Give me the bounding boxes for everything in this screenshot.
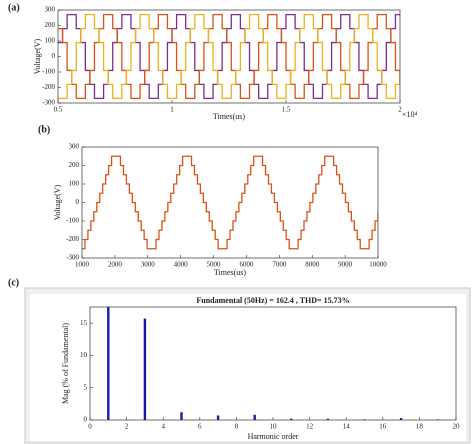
x-tick-label: 5000 (207, 261, 222, 269)
x-exponent: ×10⁴ (402, 110, 418, 119)
step-line (82, 155, 378, 250)
x-tick-label: 2000 (108, 261, 123, 269)
bar (253, 414, 256, 420)
y-tick-label: 5 (84, 383, 88, 391)
panel-label: (b) (38, 124, 50, 135)
x-tick-label: 0 (88, 423, 92, 431)
x-tick-label: 7000 (272, 261, 287, 269)
bar (107, 307, 110, 420)
y-tick-label: 0 (52, 52, 56, 60)
y-tick-label: -300 (66, 254, 79, 262)
x-tick-label: 1 (170, 106, 174, 114)
y-tick-label: 200 (69, 161, 80, 169)
x-tick-label: 4000 (174, 261, 189, 269)
x-tick-label: 3000 (141, 261, 156, 269)
y-axis-label: Mag (% of Fundamental) (61, 323, 70, 404)
x-tick-label: 18 (416, 423, 424, 431)
y-tick-label: -200 (42, 83, 55, 91)
y-axis-label: Voltage(V) (33, 38, 42, 74)
panel-label: (c) (8, 277, 19, 288)
y-tick-label: -300 (42, 99, 55, 107)
x-tick-label: 1.5 (282, 106, 291, 114)
x-tick-label: 1000 (75, 261, 90, 269)
y-tick-label: 0 (76, 198, 80, 206)
y-tick-label: 300 (69, 143, 80, 151)
plot-area (58, 14, 400, 99)
step-line (58, 14, 400, 99)
bar (399, 418, 403, 420)
y-tick-label: 200 (45, 21, 56, 29)
x-tick-label: 2 (125, 423, 129, 431)
bar (290, 418, 293, 420)
bar (143, 318, 147, 420)
x-tick-label: 14 (343, 423, 351, 431)
bar (326, 418, 330, 420)
y-tick-label: 300 (45, 6, 56, 14)
x-axis-label: Times(us) (214, 268, 246, 277)
x-tick-label: 8 (235, 423, 239, 431)
y-tick-label: 15 (80, 319, 88, 327)
axes-box (89, 306, 457, 421)
y-tick-label: -200 (66, 235, 79, 243)
x-tick-label: 6 (198, 423, 202, 431)
panel-label: (a) (8, 2, 20, 13)
x-tick-label: 6000 (239, 261, 254, 269)
x-tick-label: 16 (379, 423, 387, 431)
step-line (58, 14, 400, 99)
axes-box (81, 146, 379, 259)
bar (180, 412, 183, 420)
panel-inner (30, 294, 466, 441)
y-tick-label: 100 (45, 37, 56, 45)
axes-box (57, 9, 401, 104)
x-tick-label: 20 (453, 423, 461, 431)
plot-area (82, 155, 378, 250)
x-tick-label: 0.5 (54, 106, 63, 114)
y-tick-label: 100 (69, 180, 80, 188)
x-axis-label: Times(us) (213, 112, 245, 121)
x-tick-label: 10000 (369, 261, 387, 269)
chart-title: Fundamental (50Hz) = 162.4 , THD= 15.73% (196, 296, 349, 305)
step-line (58, 14, 400, 99)
y-tick-label: -100 (42, 68, 55, 76)
y-axis-label: Voltage(V) (53, 184, 62, 220)
x-tick-label: 4 (161, 423, 165, 431)
x-tick-label: 12 (306, 423, 314, 431)
bar (216, 415, 220, 420)
y-tick-label: -100 (66, 217, 79, 225)
x-axis-label: Harmonic order (248, 432, 299, 441)
x-tick-label: 9000 (338, 261, 353, 269)
y-tick-label: 10 (80, 351, 88, 359)
x-tick-label: 10 (270, 423, 278, 431)
x-tick-label: 2 (398, 106, 402, 114)
x-tick-label: 8000 (305, 261, 320, 269)
y-tick-label: 0 (84, 416, 88, 424)
